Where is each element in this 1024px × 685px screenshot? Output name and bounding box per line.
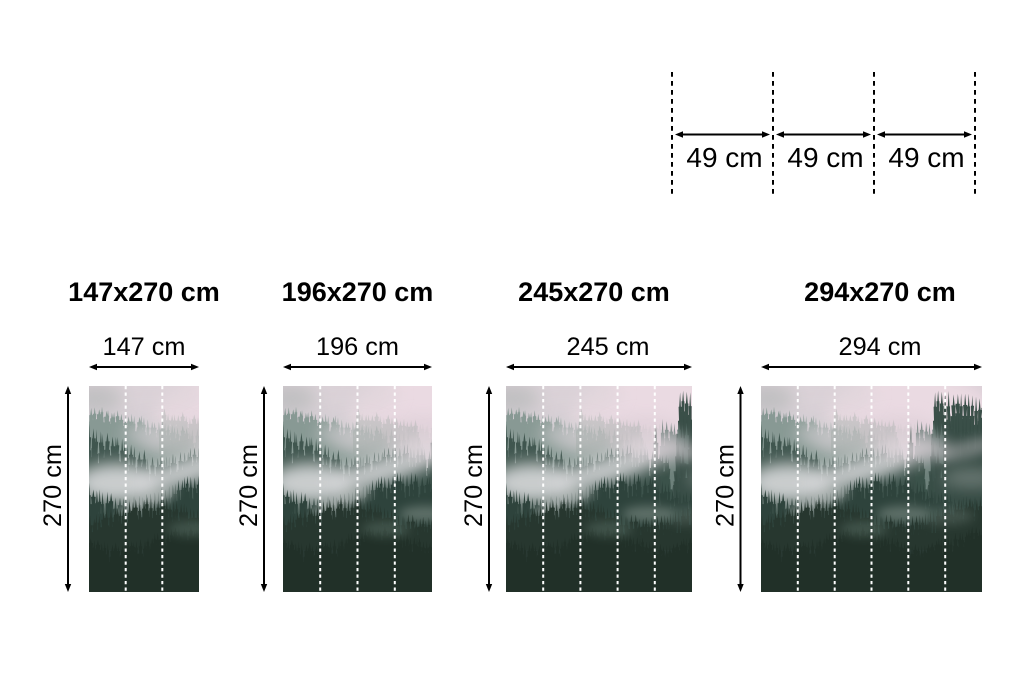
svg-text:270 cm: 270 cm [235, 444, 263, 527]
svg-text:49 cm: 49 cm [686, 142, 762, 173]
svg-text:196x270 cm: 196x270 cm [282, 277, 434, 307]
svg-text:147 cm: 147 cm [103, 333, 186, 361]
svg-text:245 cm: 245 cm [567, 333, 650, 361]
svg-text:49 cm: 49 cm [787, 142, 863, 173]
svg-text:270 cm: 270 cm [460, 444, 488, 527]
svg-text:196 cm: 196 cm [316, 333, 399, 361]
svg-text:270 cm: 270 cm [712, 444, 740, 527]
svg-text:49 cm: 49 cm [888, 142, 964, 173]
svg-text:147x270 cm: 147x270 cm [68, 277, 220, 307]
svg-text:270 cm: 270 cm [39, 444, 67, 527]
svg-text:294 cm: 294 cm [839, 333, 922, 361]
svg-text:294x270 cm: 294x270 cm [804, 277, 956, 307]
svg-text:245x270 cm: 245x270 cm [518, 277, 670, 307]
